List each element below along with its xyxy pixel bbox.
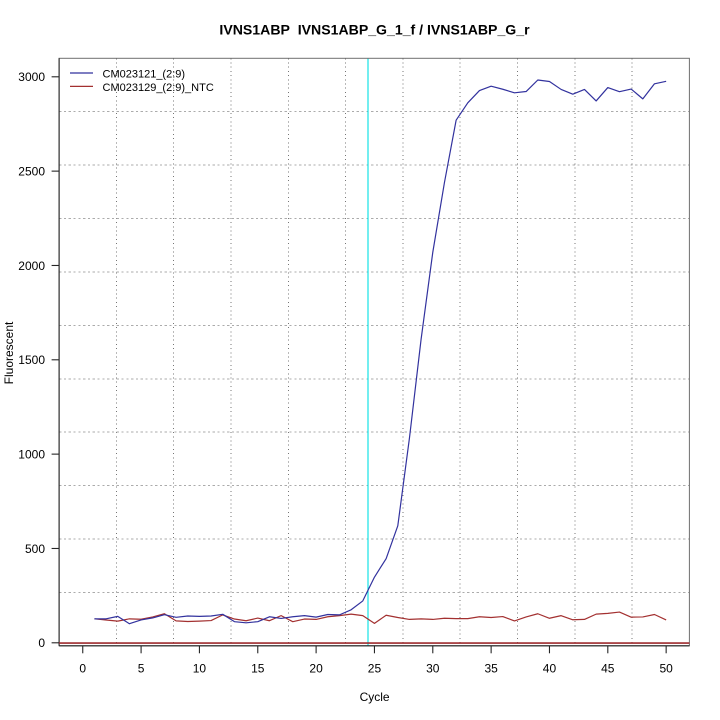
svg-text:25: 25 bbox=[368, 661, 382, 675]
svg-text:Fluorescent: Fluorescent bbox=[2, 321, 16, 384]
svg-text:CM023121_(2:9): CM023121_(2:9) bbox=[103, 69, 186, 81]
svg-text:1500: 1500 bbox=[18, 353, 45, 367]
svg-text:500: 500 bbox=[25, 542, 45, 556]
svg-text:IVNS1ABP IVNS1ABP_G_1_f / IVN: IVNS1ABP IVNS1ABP_G_1_f / IVNS1ABP_G_r bbox=[219, 22, 530, 38]
svg-text:3000: 3000 bbox=[18, 70, 45, 84]
svg-text:35: 35 bbox=[484, 661, 498, 675]
svg-text:20: 20 bbox=[309, 661, 323, 675]
svg-text:1000: 1000 bbox=[18, 447, 45, 461]
svg-text:2000: 2000 bbox=[18, 259, 45, 273]
svg-text:30: 30 bbox=[426, 661, 440, 675]
svg-text:15: 15 bbox=[251, 661, 265, 675]
svg-text:Cycle: Cycle bbox=[360, 690, 390, 704]
svg-text:40: 40 bbox=[543, 661, 557, 675]
svg-text:10: 10 bbox=[193, 661, 207, 675]
svg-text:45: 45 bbox=[601, 661, 615, 675]
svg-text:2500: 2500 bbox=[18, 164, 45, 178]
svg-text:50: 50 bbox=[659, 661, 673, 675]
svg-text:0: 0 bbox=[79, 661, 86, 675]
svg-text:0: 0 bbox=[38, 636, 45, 650]
svg-text:5: 5 bbox=[138, 661, 145, 675]
svg-text:CM023129_(2:9)_NTC: CM023129_(2:9)_NTC bbox=[103, 82, 214, 94]
